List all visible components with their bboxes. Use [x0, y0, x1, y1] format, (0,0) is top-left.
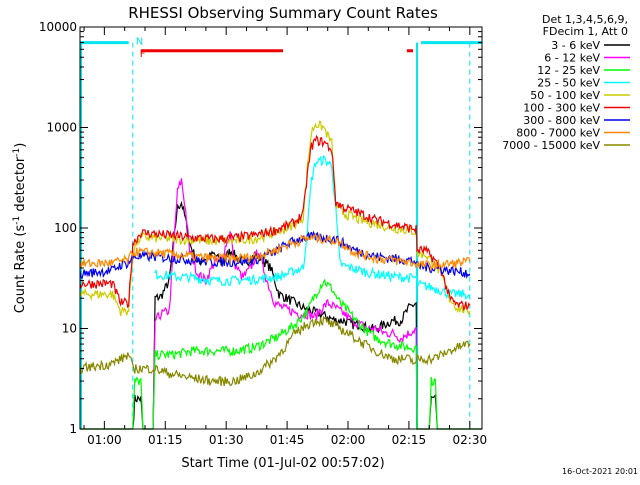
legend-header-line: Det 1,3,4,5,6,9, — [542, 13, 628, 26]
legend: Det 1,3,4,5,6,9,FDecim 1, Att 03 - 6 keV… — [502, 13, 630, 152]
legend-entry-label: 3 - 6 keV — [551, 39, 600, 52]
chart-title: RHESSI Observing Summary Count Rates — [128, 4, 438, 22]
legend-entry-label: 300 - 800 keV — [523, 114, 600, 127]
y-tick-label: 10000 — [39, 20, 77, 34]
x-tick-label: 01:30 — [209, 433, 244, 447]
legend-entry-label: 7000 - 15000 keV — [502, 139, 600, 152]
x-tick-label: 02:30 — [453, 433, 488, 447]
night-marker-label: N — [136, 37, 143, 48]
series-line-3 — [154, 155, 471, 300]
y-tick-label: 1000 — [46, 121, 77, 135]
x-tick-label: 02:00 — [331, 433, 366, 447]
x-tick-label: 02:15 — [392, 433, 427, 447]
legend-entry-label: 800 - 7000 keV — [516, 127, 600, 140]
x-axis-label: Start Time (01-Jul-02 00:57:02) — [181, 456, 384, 471]
legend-entry-label: 6 - 12 keV — [544, 52, 600, 65]
y-axis-label: Count Rate (s-1 detector-1) — [12, 143, 28, 314]
y-tick-label: 10 — [62, 322, 77, 336]
series-layer — [79, 120, 482, 430]
legend-header-line: FDecim 1, Att 0 — [543, 25, 628, 38]
series-line-4 — [79, 120, 471, 317]
legend-entry-label: 100 - 300 keV — [523, 102, 600, 115]
series-line-8 — [79, 315, 471, 387]
series-line-7 — [79, 233, 471, 273]
legend-entry-label: 50 - 100 keV — [530, 89, 600, 102]
series-line-2 — [80, 278, 482, 430]
x-tick-label: 01:15 — [148, 433, 183, 447]
series-line-1 — [152, 178, 418, 430]
legend-entry-label: 25 - 50 keV — [537, 77, 600, 90]
flare-marker-label: F — [140, 49, 146, 60]
series-line-5 — [79, 134, 471, 312]
y-tick-label: 1 — [69, 422, 77, 436]
y-tick-label: 100 — [54, 221, 77, 235]
axis-ticks: 01:00 01:15 01:30 01:45 02:00 02:15 02:30 1 10 10… — [39, 20, 487, 447]
x-tick-label: 01:00 — [87, 433, 122, 447]
x-tick-label: 01:45 — [270, 433, 305, 447]
generation-timestamp: 16-Oct-2021 20:01 — [562, 467, 638, 476]
legend-entry-label: 12 - 25 keV — [537, 64, 600, 77]
series-line-6 — [79, 230, 471, 280]
plot-area: NF — [79, 37, 482, 430]
